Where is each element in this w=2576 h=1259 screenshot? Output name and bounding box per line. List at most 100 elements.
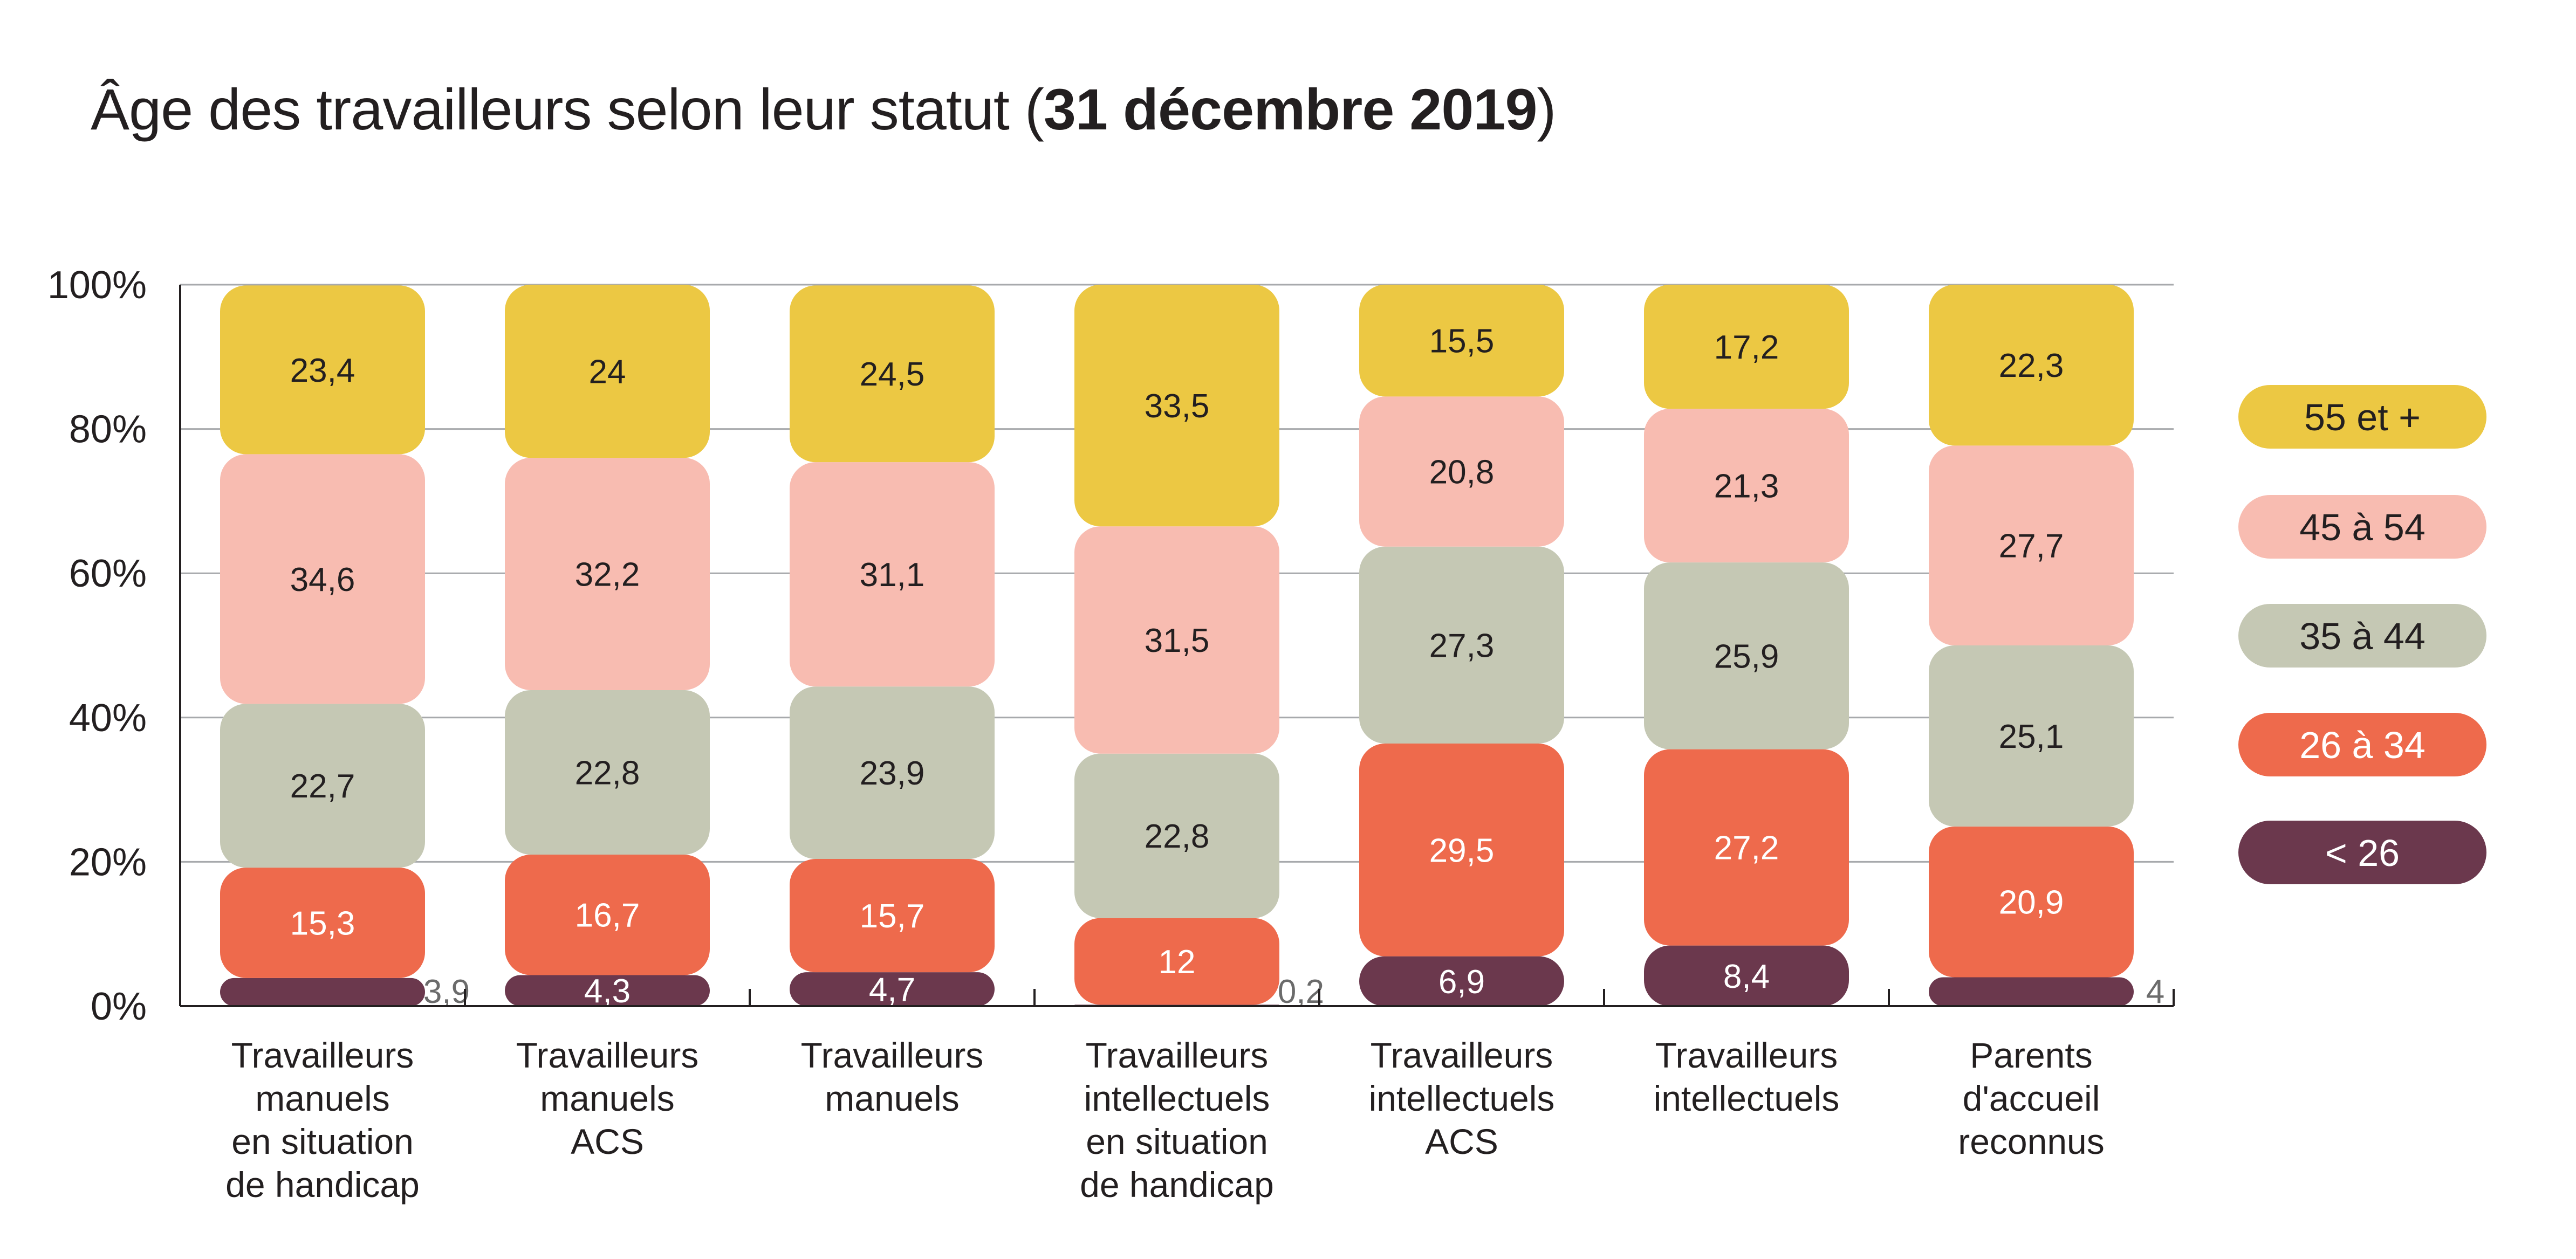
bars: 3,9 15,3 22,7 34,6 23,4 4,3 16,7 22,8 32,2 24 4,7 1… [220,285,2164,1010]
bar-segment [790,285,995,463]
legend-swatch [2238,495,2486,559]
bar-segment [1929,445,2134,645]
category-label-line: Parents [1970,1035,2092,1075]
y-tick-label: 80% [69,408,147,451]
bar-segment [1644,945,1849,1006]
category-label-line: en situation [231,1122,414,1161]
bar-segment [1929,977,2134,1006]
data-label: 20,9 [1999,884,2064,921]
legend-label: 35 à 44 [2299,615,2426,657]
data-label: 15,3 [290,905,355,942]
data-label: 20,8 [1429,454,1495,491]
chart-title-prefix: Âge des travailleurs selon leur statut ( [91,77,1044,142]
legend: 55 et + 45 à 54 35 à 44 26 à 34 < 26 [2238,385,2486,884]
category-label-line: en situation [1086,1122,1268,1161]
category-label: Parents d'accueil reconnus [1958,1035,2105,1161]
bar-segment [1644,409,1849,563]
category-label-line: Travailleurs [516,1035,699,1075]
bar-segment [1359,546,1564,744]
data-label: 15,5 [1429,323,1495,360]
data-label: 12 [1159,944,1196,981]
category-label-line: manuels [825,1078,959,1118]
data-label: 3,9 [423,973,470,1010]
legend-swatch [2238,713,2486,776]
data-label: 23,4 [290,352,355,389]
data-label: 4 [2146,973,2164,1010]
category-label-line: reconnus [1958,1122,2105,1161]
category-label-line: Travailleurs [801,1035,984,1075]
y-tick-label: 20% [69,841,147,884]
category-label-line: intellectuels [1369,1078,1555,1118]
data-label: 27,2 [1714,830,1779,867]
category-label-line: Travailleurs [231,1035,414,1075]
bar-segment [1929,645,2134,827]
legend-label: < 26 [2325,832,2400,874]
data-label: 6,9 [1438,964,1485,1001]
chart-title: Âge des travailleurs selon leur statut (… [91,75,1557,143]
category-label-line: Travailleurs [1086,1035,1269,1075]
bar-segment [220,454,425,704]
bar-segment [1644,749,1849,946]
data-label: 4,3 [584,973,631,1010]
legend-label: 26 à 34 [2299,724,2426,766]
bar-segment [1359,743,1564,957]
data-label: 17,2 [1714,329,1779,366]
data-label: 27,7 [1999,528,2064,565]
bar-segment [220,704,425,868]
legend-label: 55 et + [2304,396,2421,438]
chart-title-suffix: ) [1537,77,1557,142]
category-label: Travailleurs intellectuels en situation de … [1080,1035,1274,1205]
data-label: 32,2 [575,556,640,594]
axes: 0%20%40%60%80%100%Travailleurs manuels en … [47,264,2175,1205]
category-label-line: intellectuels [1084,1078,1270,1118]
bar-segment [220,978,425,1006]
category-label: Travailleurs intellectuels [1654,1035,1840,1118]
y-tick-label: 40% [69,697,147,740]
category-label: Travailleurs manuels en situation de handic… [225,1035,420,1205]
data-label: 4,7 [869,972,915,1009]
y-tick-label: 0% [91,985,147,1028]
data-label: 27,3 [1429,627,1495,664]
legend-swatch [2238,604,2486,668]
category-label-line: Travailleurs [1655,1035,1838,1075]
bar-segment [1359,396,1564,547]
y-tick-label: 60% [69,552,147,595]
legend-swatch [2238,385,2486,449]
bar-segment [1929,826,2134,978]
category-label-line: d'accueil [1963,1078,2100,1118]
y-tick-label: 100% [47,264,147,307]
data-label: 8,4 [1723,958,1770,995]
bar-segment [505,690,710,855]
data-label: 22,3 [1999,347,2064,384]
data-label: 15,7 [860,898,925,935]
data-label: 22,7 [290,768,355,805]
bar-segment [790,972,995,1006]
category-label-line: de handicap [1080,1165,1274,1205]
data-label: 33,5 [1145,388,1210,425]
data-label: 31,5 [1145,622,1210,659]
bar-segment [1644,285,1849,409]
legend-label: 45 à 54 [2299,506,2426,548]
bar-segment [505,975,710,1006]
bar-segment [790,686,995,859]
bar-segment [1074,753,1279,918]
data-label: 16,7 [575,897,640,934]
category-label-line: ACS [571,1122,644,1161]
category-label-line: ACS [1425,1122,1498,1161]
bar-segment [505,285,710,458]
category-label: Travailleurs intellectuels ACS [1369,1035,1555,1161]
legend-swatch [2238,821,2486,884]
data-label: 22,8 [575,754,640,792]
data-label: 31,1 [860,556,925,594]
data-label: 24 [589,354,626,391]
data-label: 23,9 [860,755,925,792]
category-label-line: Travailleurs [1371,1035,1553,1075]
category-label-line: manuels [255,1078,389,1118]
data-label: 25,9 [1714,638,1779,675]
data-label: 29,5 [1429,832,1495,869]
chart-title-date: 31 décembre 2019 [1043,77,1538,142]
category-label: Travailleurs manuels [801,1035,984,1118]
data-label: 0,2 [1278,973,1324,1010]
data-label: 21,3 [1714,468,1779,505]
